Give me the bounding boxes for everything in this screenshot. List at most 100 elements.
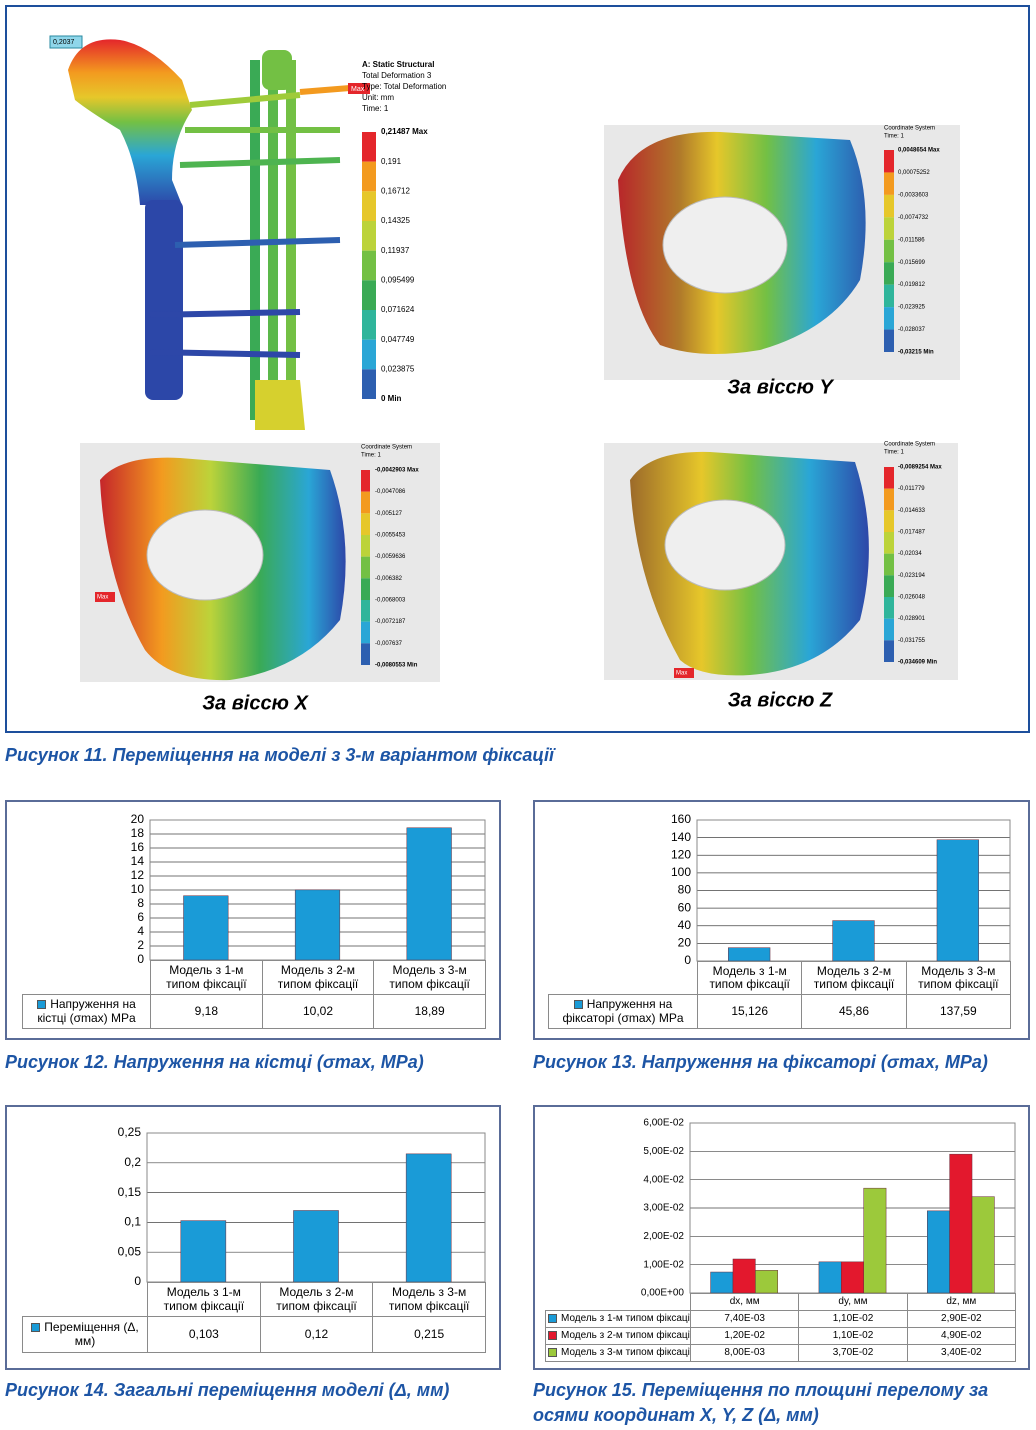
bar	[949, 1153, 973, 1294]
category-label: Модель з 3-м типом фіксації	[372, 1282, 486, 1317]
y-tick-label: 12	[131, 868, 145, 882]
value-label: 2,90E-02	[906, 1310, 1016, 1328]
legend-label: -0,0059636	[375, 554, 406, 560]
legend-color	[362, 191, 376, 221]
legend-label: -0,026048	[898, 595, 926, 601]
view-header: Time: 1	[361, 453, 381, 459]
value-label: 45,86	[801, 994, 907, 1029]
figure-caption: Рисунок 11. Переміщення на моделі з 3-м …	[5, 745, 555, 765]
legend-color	[361, 470, 370, 492]
legend-header: A: Static Structural	[362, 60, 434, 69]
view-caption: За віссю X	[202, 692, 309, 714]
figure-frame	[5, 5, 1030, 733]
legend-label: -0,014633	[898, 508, 926, 514]
category-label: Модель з 2-м типом фіксації	[259, 1282, 374, 1317]
bar	[710, 1271, 734, 1294]
y-tick-label: 0,15	[118, 1185, 142, 1199]
series-row: Переміщення (Δ, мм) 0,103 0,12 0,215	[22, 1316, 486, 1353]
value-label: 15,126	[696, 994, 803, 1029]
legend-label: -0,028037	[898, 327, 926, 333]
bar	[863, 1187, 887, 1294]
legend-label: 0,16712	[381, 186, 410, 195]
legend-label: Напруження на фіксаторі (σmax) MPa	[562, 997, 684, 1025]
bar	[180, 1220, 227, 1283]
y-tick-label: 14	[131, 854, 145, 868]
legend-swatch	[37, 1000, 47, 1010]
legend-label: -0,017487	[898, 530, 926, 536]
legend-label: 0,191	[381, 157, 402, 166]
fea-model	[68, 39, 351, 430]
value-label: 4,90E-02	[906, 1327, 1016, 1345]
legend-label: -0,023925	[898, 305, 926, 311]
legend-color	[884, 488, 894, 511]
value-label: 1,20E-02	[689, 1327, 800, 1345]
value-label: 0,215	[372, 1316, 486, 1353]
legend-label: -0,019812	[898, 282, 926, 288]
data-table: Модель з 1-м типом фіксації Модель з 2-м …	[22, 960, 486, 1029]
legend-label: -0,0042903 Max	[375, 468, 419, 474]
y-tick-label: 0,1	[124, 1215, 141, 1229]
legend-color	[884, 239, 894, 263]
y-tick-label: 4,00E-02	[643, 1174, 684, 1185]
y-tick-label: 16	[131, 840, 145, 854]
legend-color	[884, 575, 894, 597]
legend-header: Time: 1	[362, 104, 389, 113]
bar	[927, 1210, 950, 1294]
probe-label: 0,2037	[53, 39, 75, 46]
legend-label: -0,0080553 Min	[375, 663, 418, 669]
legend-cell: Модель з 2-м типом фіксації	[545, 1327, 691, 1345]
value-label: 10,02	[261, 994, 375, 1029]
series-row: Модель з 1-м типом фіксації 7,40E-03 1,10E…	[545, 1310, 1016, 1328]
bar	[832, 920, 875, 962]
y-tick-label: 4	[137, 924, 144, 938]
y-tick-label: 160	[671, 812, 691, 826]
bar	[936, 839, 979, 962]
max-tag	[95, 592, 115, 602]
y-tick-label: 60	[678, 900, 692, 914]
max-tag	[348, 83, 370, 94]
value-label: 1,10E-02	[798, 1310, 908, 1328]
legend-color	[884, 553, 894, 576]
chart-caption: Рисунок 12. Напруження на кістці (σmax, …	[5, 1052, 424, 1072]
y-tick-label: 10	[131, 882, 145, 896]
y-tick-label: 0	[134, 1274, 141, 1288]
legend-color	[361, 600, 370, 622]
chart-frame	[5, 800, 501, 1040]
category-label: Модель з 1-м типом фіксації	[147, 1282, 261, 1317]
view-caption: За віссю Z	[728, 689, 833, 711]
legend-label: -0,0089254 Max	[898, 465, 942, 471]
y-tick-label: 120	[671, 847, 691, 861]
y-tick-label: 3,00E-02	[643, 1203, 684, 1214]
legend-label: 0,0048654 Max	[898, 148, 940, 154]
max-tag-label: Max	[97, 595, 108, 601]
value-label: 0,12	[259, 1316, 374, 1353]
data-table: dx, мм dy, мм dz, мм Модель з 1-м типом фік…	[545, 1293, 1016, 1362]
y-tick-label: 0	[137, 952, 144, 966]
category-label: Модель з 2-м типом фіксації	[261, 960, 375, 995]
legend-label: 0,047749	[381, 335, 415, 344]
legend-color	[884, 618, 894, 641]
chart-caption: Рисунок 13. Напруження на фіксаторі (σma…	[533, 1052, 988, 1072]
legend-label: 0,00075252	[898, 170, 930, 176]
legend-color	[362, 369, 376, 399]
hole	[664, 499, 786, 591]
legend-header: Unit: mm	[362, 93, 394, 102]
y-tick-label: 5,00E-02	[643, 1146, 684, 1157]
legend-label: -0,0072187	[375, 619, 406, 625]
legend-label: -0,0068003	[375, 598, 406, 604]
legend-color	[362, 250, 376, 281]
legend-color	[362, 132, 376, 162]
table-corner	[23, 1283, 148, 1317]
legend-color	[884, 329, 894, 352]
legend-header: Total Deformation 3	[362, 71, 432, 80]
legend-swatch	[548, 1348, 557, 1358]
category-label: Модель з 1-м типом фіксації	[696, 961, 803, 995]
bar	[841, 1261, 864, 1294]
legend-label: -0,0047086	[375, 489, 406, 495]
value-label: 0,103	[147, 1316, 261, 1353]
view-header: Coordinate System	[361, 445, 412, 451]
legend-color	[884, 150, 894, 173]
legend-label: 0,071624	[381, 305, 415, 314]
